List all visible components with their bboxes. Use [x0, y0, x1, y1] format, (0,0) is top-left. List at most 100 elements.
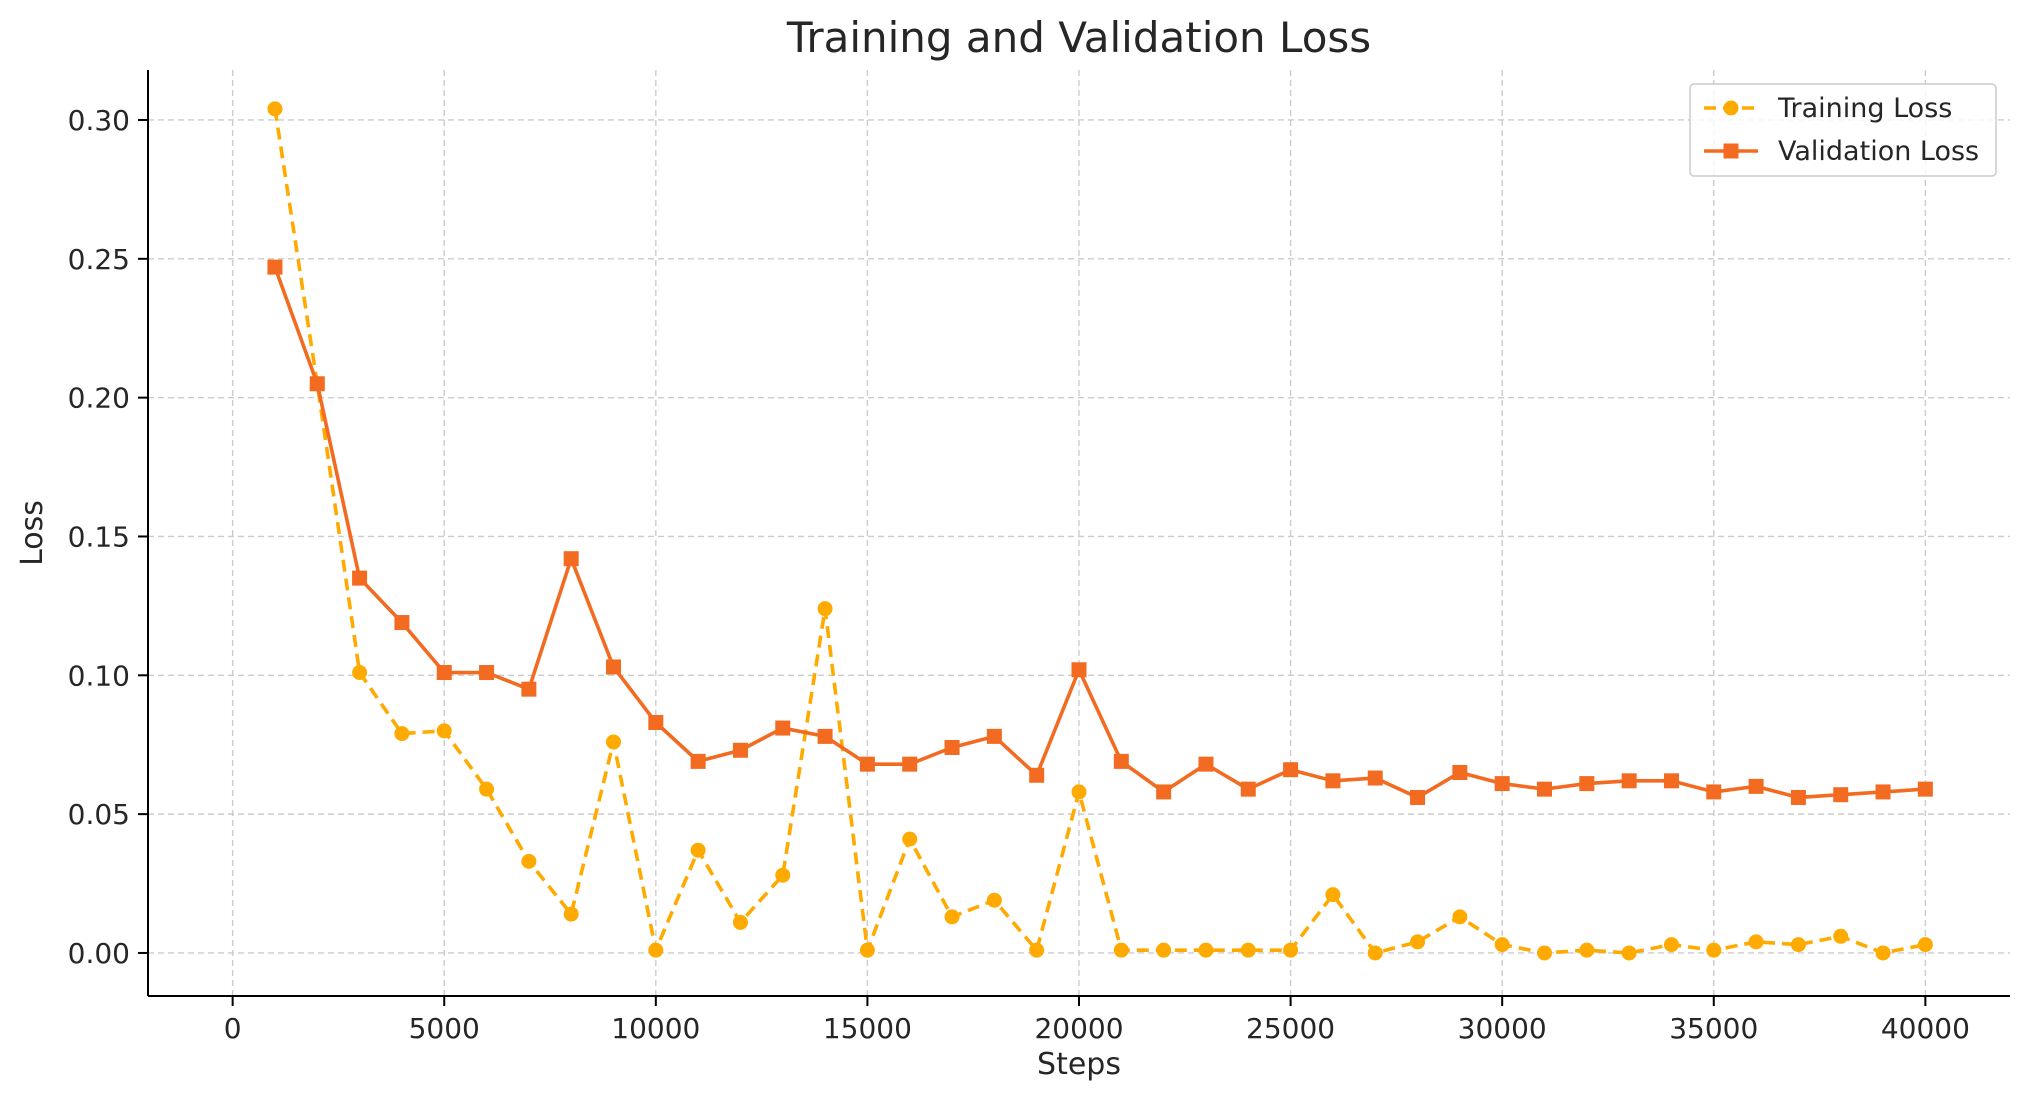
- data-point: [267, 101, 283, 117]
- grid: [148, 70, 2010, 996]
- data-point: [1240, 942, 1256, 958]
- data-point: [1113, 753, 1129, 769]
- data-point: [1367, 945, 1383, 961]
- legend-items: Training Loss Validation Loss: [1704, 93, 1979, 167]
- y-tick-label: 0.15: [68, 520, 130, 553]
- data-point: [1156, 784, 1172, 800]
- data-point: [1706, 942, 1722, 958]
- data-point: [352, 570, 368, 586]
- data-point: [775, 867, 791, 883]
- series-line: [273, 266, 1926, 800]
- data-point: [648, 715, 664, 731]
- data-point: [1325, 773, 1341, 789]
- x-tick-label: 5000: [409, 1012, 480, 1045]
- series: [267, 101, 1933, 961]
- x-tick-label: 35000: [1669, 1012, 1758, 1045]
- data-point: [1917, 937, 1933, 953]
- legend-item: Validation Loss: [1704, 136, 1979, 167]
- data-point: [563, 551, 579, 567]
- y-tick-label: 0.05: [68, 798, 130, 831]
- y-tick-label: 0.25: [68, 243, 130, 276]
- data-point: [1875, 784, 1891, 800]
- x-tick-label: 30000: [1458, 1012, 1547, 1045]
- data-point: [1156, 942, 1172, 958]
- data-point: [1833, 928, 1849, 944]
- data-point: [479, 781, 495, 797]
- data-point: [267, 259, 283, 275]
- data-point: [902, 756, 918, 772]
- data-point: [1537, 781, 1552, 797]
- x-tick-label: 40000: [1881, 1012, 1970, 1045]
- data-point: [1790, 937, 1806, 953]
- data-point: [1283, 942, 1299, 958]
- chart-title: Training and Validation Loss: [786, 13, 1371, 62]
- y-axis-label: Loss: [15, 500, 50, 566]
- data-point: [817, 728, 833, 744]
- data-point: [1240, 781, 1256, 797]
- data-point: [690, 842, 706, 858]
- data-point: [817, 601, 833, 617]
- data-point: [436, 665, 452, 681]
- x-tick-label: 0: [224, 1012, 242, 1045]
- data-point: [436, 723, 452, 739]
- legend-label: Training Loss: [1777, 93, 1952, 124]
- data-point: [859, 942, 875, 958]
- data-point: [1113, 942, 1129, 958]
- y-ticks: 0.00 0.05 0.10 0.15 0.20 0.25 0.30: [68, 104, 148, 970]
- data-point: [732, 742, 748, 758]
- x-tick-label: 10000: [611, 1012, 700, 1045]
- data-point: [1410, 789, 1426, 805]
- data-point: [521, 681, 537, 697]
- legend-marker: [1723, 100, 1739, 116]
- data-point: [1452, 764, 1468, 780]
- data-point: [1621, 945, 1637, 961]
- legend-box: [1689, 83, 1997, 177]
- data-point: [732, 914, 748, 930]
- data-point: [1367, 770, 1383, 786]
- data-point: [1748, 778, 1764, 794]
- data-point: [1579, 942, 1595, 958]
- series-validation-loss: [267, 259, 1933, 805]
- data-point: [944, 909, 960, 925]
- data-point: [1706, 784, 1722, 800]
- data-point: [1621, 773, 1637, 789]
- data-point: [1748, 934, 1764, 950]
- data-point: [1071, 784, 1087, 800]
- data-point: [1494, 937, 1510, 953]
- data-point: [1790, 789, 1806, 805]
- data-point: [1579, 776, 1595, 792]
- data-point: [563, 906, 579, 922]
- data-point: [479, 665, 495, 681]
- y-tick-label: 0.00: [68, 937, 130, 970]
- data-point: [1071, 662, 1087, 678]
- data-point: [690, 753, 706, 769]
- data-point: [394, 726, 410, 742]
- data-point: [986, 728, 1002, 744]
- data-point: [1325, 887, 1341, 903]
- data-point: [606, 734, 621, 750]
- legend: Training Loss Validation Loss: [1689, 83, 1997, 177]
- data-point: [986, 892, 1002, 908]
- data-point: [1452, 909, 1468, 925]
- data-point: [902, 831, 918, 847]
- x-tick-label: 20000: [1034, 1012, 1123, 1045]
- data-point: [1875, 945, 1891, 961]
- data-point: [1494, 776, 1510, 792]
- data-point: [1917, 781, 1933, 797]
- data-point: [1029, 767, 1045, 783]
- data-point: [394, 615, 410, 631]
- legend-item: Training Loss: [1704, 93, 1952, 124]
- data-point: [606, 659, 621, 675]
- data-point: [1410, 934, 1426, 950]
- data-point: [1283, 762, 1299, 778]
- series-training-loss: [267, 101, 1933, 961]
- data-point: [1833, 787, 1849, 803]
- x-ticks: 0 5000 10000 15000 20000 25000 30000 35000 40000: [224, 996, 1970, 1045]
- data-point: [859, 756, 875, 772]
- y-tick-label: 0.30: [68, 104, 130, 137]
- data-point: [1537, 945, 1552, 961]
- data-point: [1663, 937, 1679, 953]
- data-point: [648, 942, 664, 958]
- x-tick-label: 25000: [1246, 1012, 1335, 1045]
